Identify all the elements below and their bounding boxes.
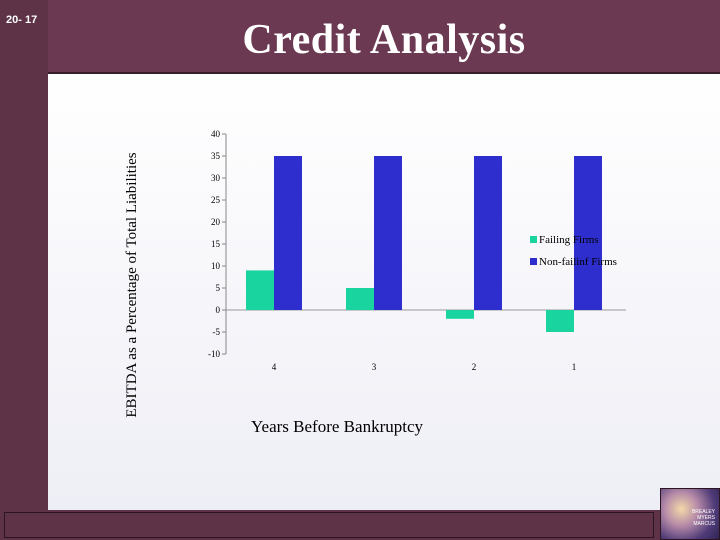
x-tick-label: 3 — [372, 362, 377, 372]
legend-label: Non-failinf Firms — [539, 256, 617, 268]
publisher-logo: BREALEY MYERS MARCUS — [660, 488, 720, 540]
logo-line-3: MARCUS — [693, 521, 715, 527]
y-tick-label: -5 — [213, 327, 221, 337]
y-tick-label: 20 — [211, 217, 221, 227]
y-tick-label: -10 — [208, 349, 220, 359]
bar-failing-firms — [446, 310, 474, 319]
y-tick-label: 25 — [211, 195, 221, 205]
slide-header: Credit Analysis — [48, 0, 720, 74]
legend-swatch — [530, 258, 537, 265]
y-tick-label: 30 — [211, 173, 221, 183]
plot-area: 40 35 30 25 20 15 10 5 0 -5 -10 4 3 2 1 Failing Firms No… — [208, 129, 626, 372]
logo-text: BREALEY MYERS MARCUS — [692, 509, 715, 527]
bar-failing-firms — [346, 288, 374, 310]
y-tick-label: 10 — [211, 261, 221, 271]
bar-non-failing-firms — [274, 156, 302, 310]
slide-title: Credit Analysis — [242, 17, 526, 63]
x-tick-label: 2 — [472, 362, 477, 372]
y-tick-label: 0 — [216, 305, 221, 315]
bar-non-failing-firms — [474, 156, 502, 310]
slide-number: 20- 17 — [6, 14, 38, 26]
y-tick-label: 15 — [211, 239, 221, 249]
x-axis-label: Years Before Bankruptcy — [251, 417, 424, 436]
legend-label: Failing Firms — [539, 234, 599, 246]
legend-swatch — [530, 236, 537, 243]
bar-non-failing-firms — [374, 156, 402, 310]
logo-line-1: BREALEY — [691, 509, 715, 515]
bar-failing-firms — [546, 310, 574, 332]
footer-bar — [0, 510, 720, 540]
x-tick-label: 1 — [572, 362, 577, 372]
left-frame — [0, 0, 48, 540]
y-tick-label: 40 — [211, 129, 221, 139]
bar-failing-firms — [246, 270, 274, 310]
y-tick-label: 5 — [216, 283, 221, 293]
y-tick-label: 35 — [211, 151, 221, 161]
logo-line-2: MYERS — [697, 515, 715, 521]
bar-non-failing-firms — [574, 156, 602, 310]
x-tick-label: 4 — [272, 362, 277, 372]
y-axis-label: EBITDA as a Percentage of Total Liabilit… — [124, 152, 140, 417]
footer-outline — [4, 512, 654, 538]
